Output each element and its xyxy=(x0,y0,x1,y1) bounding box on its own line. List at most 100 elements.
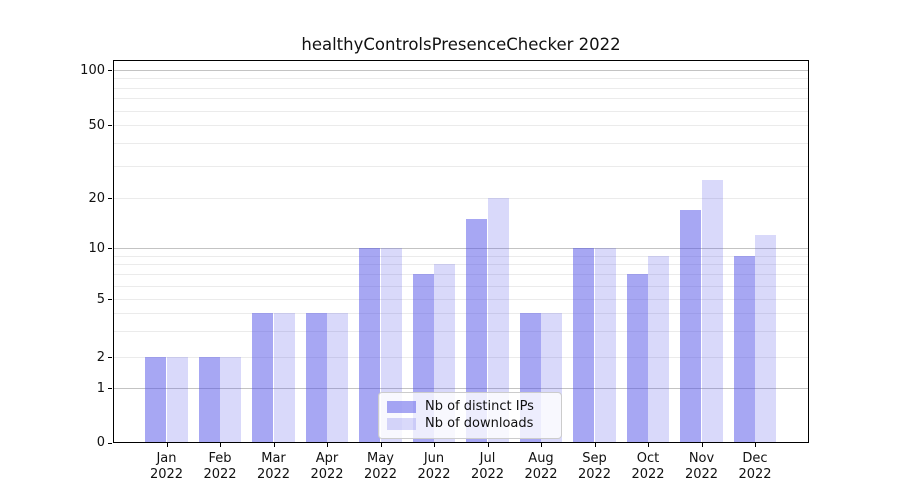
y-gridline-minor xyxy=(113,285,809,287)
x-tick-label: Mar 2022 xyxy=(244,451,304,483)
x-tick-mark xyxy=(434,443,436,447)
x-tick-year: 2022 xyxy=(738,467,772,482)
x-tick-mark xyxy=(594,443,596,447)
y-gridline-minor xyxy=(113,87,809,89)
y-gridline-major xyxy=(113,70,809,71)
bar-jan-downloads xyxy=(166,357,188,443)
y-tick-label: 100 xyxy=(80,62,105,78)
y-tick-mark xyxy=(108,125,112,127)
bar-sep-downloads xyxy=(594,248,616,443)
x-tick-label: Jun 2022 xyxy=(404,451,464,483)
x-tick-month: Mar xyxy=(261,451,286,466)
x-tick-month: May xyxy=(367,451,394,466)
y-gridline-minor xyxy=(113,125,809,126)
y-tick-label: 2 xyxy=(96,349,105,365)
x-tick-year: 2022 xyxy=(577,467,612,482)
x-tick-mark xyxy=(273,443,275,447)
x-tick-label: Aug 2022 xyxy=(511,451,571,483)
bar-nov-distinct-ips xyxy=(680,209,702,443)
legend-label-distinct-ips: Nb of distinct IPs xyxy=(425,399,534,414)
legend-item-distinct-ips: Nb of distinct IPs xyxy=(387,398,553,415)
bar-sep-distinct-ips xyxy=(573,248,595,443)
bar-jul-distinct-ips xyxy=(466,218,488,443)
y-gridline-minor xyxy=(113,313,809,315)
y-tick-mark xyxy=(108,248,112,250)
y-tick-label: 10 xyxy=(88,240,105,256)
bar-may-distinct-ips xyxy=(359,248,381,443)
y-tick-mark xyxy=(108,70,112,72)
x-tick-mark xyxy=(648,443,650,447)
legend-swatch-downloads xyxy=(387,417,416,430)
y-tick-label: 1 xyxy=(96,380,105,396)
y-tick-mark xyxy=(108,198,112,200)
plot-area xyxy=(113,60,809,443)
x-tick-label: Oct 2022 xyxy=(618,451,678,483)
bar-apr-distinct-ips xyxy=(305,313,327,443)
bar-jul-downloads xyxy=(487,198,509,443)
y-gridline-minor xyxy=(113,110,809,112)
x-tick-month: Oct xyxy=(636,451,660,466)
x-tick-month: Nov xyxy=(688,451,715,466)
bar-feb-downloads xyxy=(220,357,242,443)
bar-oct-distinct-ips xyxy=(626,274,648,443)
bar-dec-distinct-ips xyxy=(733,255,755,443)
y-gridline-minor xyxy=(113,299,809,300)
x-tick-month: Jul xyxy=(479,451,496,466)
x-tick-month: Apr xyxy=(315,451,339,466)
x-tick-label: Sep 2022 xyxy=(565,451,625,483)
bar-feb-distinct-ips xyxy=(198,357,220,443)
legend: Nb of distinct IPs Nb of downloads xyxy=(378,392,562,439)
legend-item-downloads: Nb of downloads xyxy=(387,415,553,432)
y-tick-label: 0 xyxy=(96,435,105,450)
y-tick-mark xyxy=(108,357,112,359)
bar-oct-downloads xyxy=(648,255,670,443)
x-tick-month: Feb xyxy=(208,451,232,466)
x-tick-month: Sep xyxy=(582,451,607,466)
x-tick-year: 2022 xyxy=(203,467,237,482)
y-tick-label: 50 xyxy=(88,117,105,133)
y-gridline-minor xyxy=(113,264,809,266)
x-tick-mark xyxy=(755,443,757,447)
x-tick-label: Dec 2022 xyxy=(725,451,785,483)
x-tick-mark xyxy=(220,443,222,447)
y-gridline-minor xyxy=(113,98,809,100)
x-tick-year: 2022 xyxy=(631,467,665,482)
x-tick-month: Jun xyxy=(423,451,445,466)
bar-dec-downloads xyxy=(755,234,777,443)
x-tick-year: 2022 xyxy=(684,467,719,482)
x-tick-year: 2022 xyxy=(256,467,291,482)
y-gridline-major xyxy=(113,388,809,389)
y-gridline-minor xyxy=(113,274,809,276)
x-tick-year: 2022 xyxy=(363,467,398,482)
y-tick-label: 5 xyxy=(96,291,105,307)
bar-apr-downloads xyxy=(327,313,349,443)
bar-mar-downloads xyxy=(273,313,295,443)
bar-jan-distinct-ips xyxy=(145,357,167,443)
x-tick-mark xyxy=(380,443,382,447)
x-tick-year: 2022 xyxy=(310,467,344,482)
y-gridline-minor xyxy=(113,198,809,199)
y-tick-mark xyxy=(108,299,112,301)
y-gridline-minor xyxy=(113,357,809,358)
x-tick-label: Jul 2022 xyxy=(458,451,518,483)
y-tick-mark xyxy=(108,388,112,390)
x-tick-mark xyxy=(701,443,703,447)
y-gridline-minor xyxy=(113,165,809,167)
x-tick-label: May 2022 xyxy=(351,451,411,483)
bar-nov-downloads xyxy=(701,180,723,443)
y-tick-mark xyxy=(108,442,112,444)
y-gridline-minor xyxy=(113,331,809,333)
y-tick-label: 20 xyxy=(88,190,105,206)
x-tick-mark xyxy=(166,443,168,447)
y-gridline-minor xyxy=(113,142,809,144)
bar-mar-distinct-ips xyxy=(252,313,274,443)
x-tick-month: Jan xyxy=(156,451,177,466)
x-tick-year: 2022 xyxy=(524,467,558,482)
x-tick-year: 2022 xyxy=(417,467,451,482)
x-tick-mark xyxy=(487,443,489,447)
chart-title: healthyControlsPresenceChecker 2022 xyxy=(301,35,621,54)
x-tick-mark xyxy=(327,443,329,447)
x-tick-label: Nov 2022 xyxy=(672,451,732,483)
x-tick-mark xyxy=(541,443,543,447)
x-tick-year: 2022 xyxy=(470,467,505,482)
